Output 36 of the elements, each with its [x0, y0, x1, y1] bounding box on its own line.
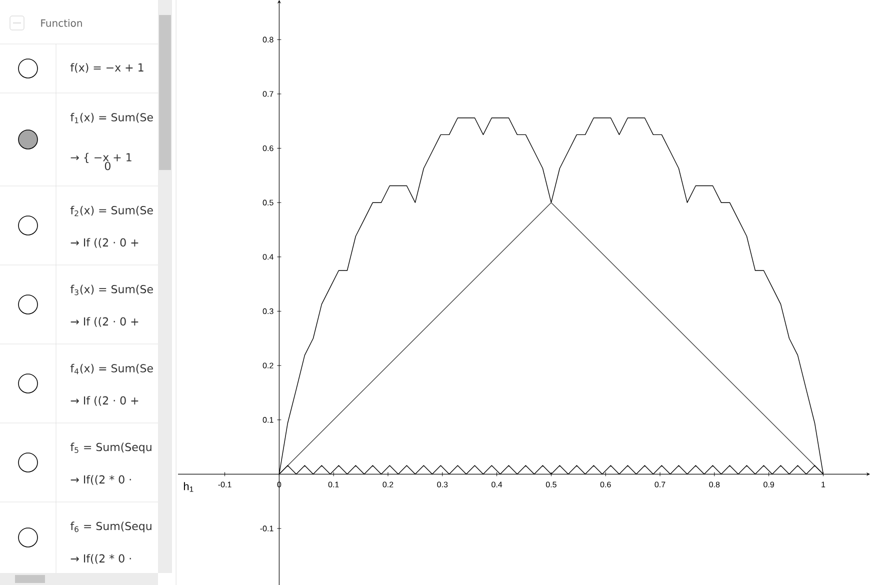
text: → If ((2 · 0 +	[70, 317, 138, 327]
y-tick-label: 0.8	[262, 36, 274, 42]
text: f$_{2}$(x) = Sum(Se	[70, 206, 153, 216]
text: f$_{6}$ = Sum(Sequ	[70, 522, 152, 532]
text: f$_{5}$ = Sum(Sequ	[70, 442, 152, 454]
text: → If((2 * 0 ·	[70, 554, 131, 564]
annotation: h$_{1}$	[184, 482, 194, 492]
text: 0	[104, 162, 110, 170]
y-tick-label: 0.7	[262, 91, 274, 97]
text: → If ((2 · 0 +	[70, 396, 138, 406]
x-tick-label: 0.4	[492, 482, 502, 488]
y-tick-label: 0.2	[262, 362, 274, 368]
x-tick-label: 0.1	[328, 482, 339, 488]
text: → If ((2 · 0 +	[70, 238, 138, 248]
x-tick-label: 1	[822, 482, 826, 488]
text: f$_{1}$(x) = Sum(Se	[70, 112, 153, 124]
x-tick-label: 0.7	[654, 482, 666, 488]
x-tick-label: 0.2	[382, 482, 394, 488]
y-tick-label: 0.5	[262, 200, 274, 206]
text: f$_{4}$(x) = Sum(Se	[70, 364, 153, 374]
y-tick-label: 0.6	[262, 145, 274, 152]
x-tick-label: 0.8	[709, 482, 720, 488]
y-tick-label: -0.1	[260, 526, 274, 532]
text: f$_{3}$(x) = Sum(Se	[70, 284, 153, 296]
y-tick-label: 0.3	[262, 308, 274, 314]
y-tick-label: 0.4	[262, 254, 274, 260]
x-tick-label: -0.1	[218, 482, 232, 488]
text: → If((2 * 0 ·	[70, 475, 131, 485]
x-tick-label: 0.5	[546, 482, 556, 488]
y-tick-label: 0.1	[262, 417, 274, 423]
text: f(x) = −x + 1	[70, 63, 144, 73]
text: Function	[41, 19, 82, 27]
x-tick-label: 0.9	[764, 482, 774, 488]
x-tick-label: 0.6	[600, 482, 611, 488]
x-tick-label: 0.3	[437, 482, 448, 488]
text: → { −x + 1	[70, 152, 132, 164]
